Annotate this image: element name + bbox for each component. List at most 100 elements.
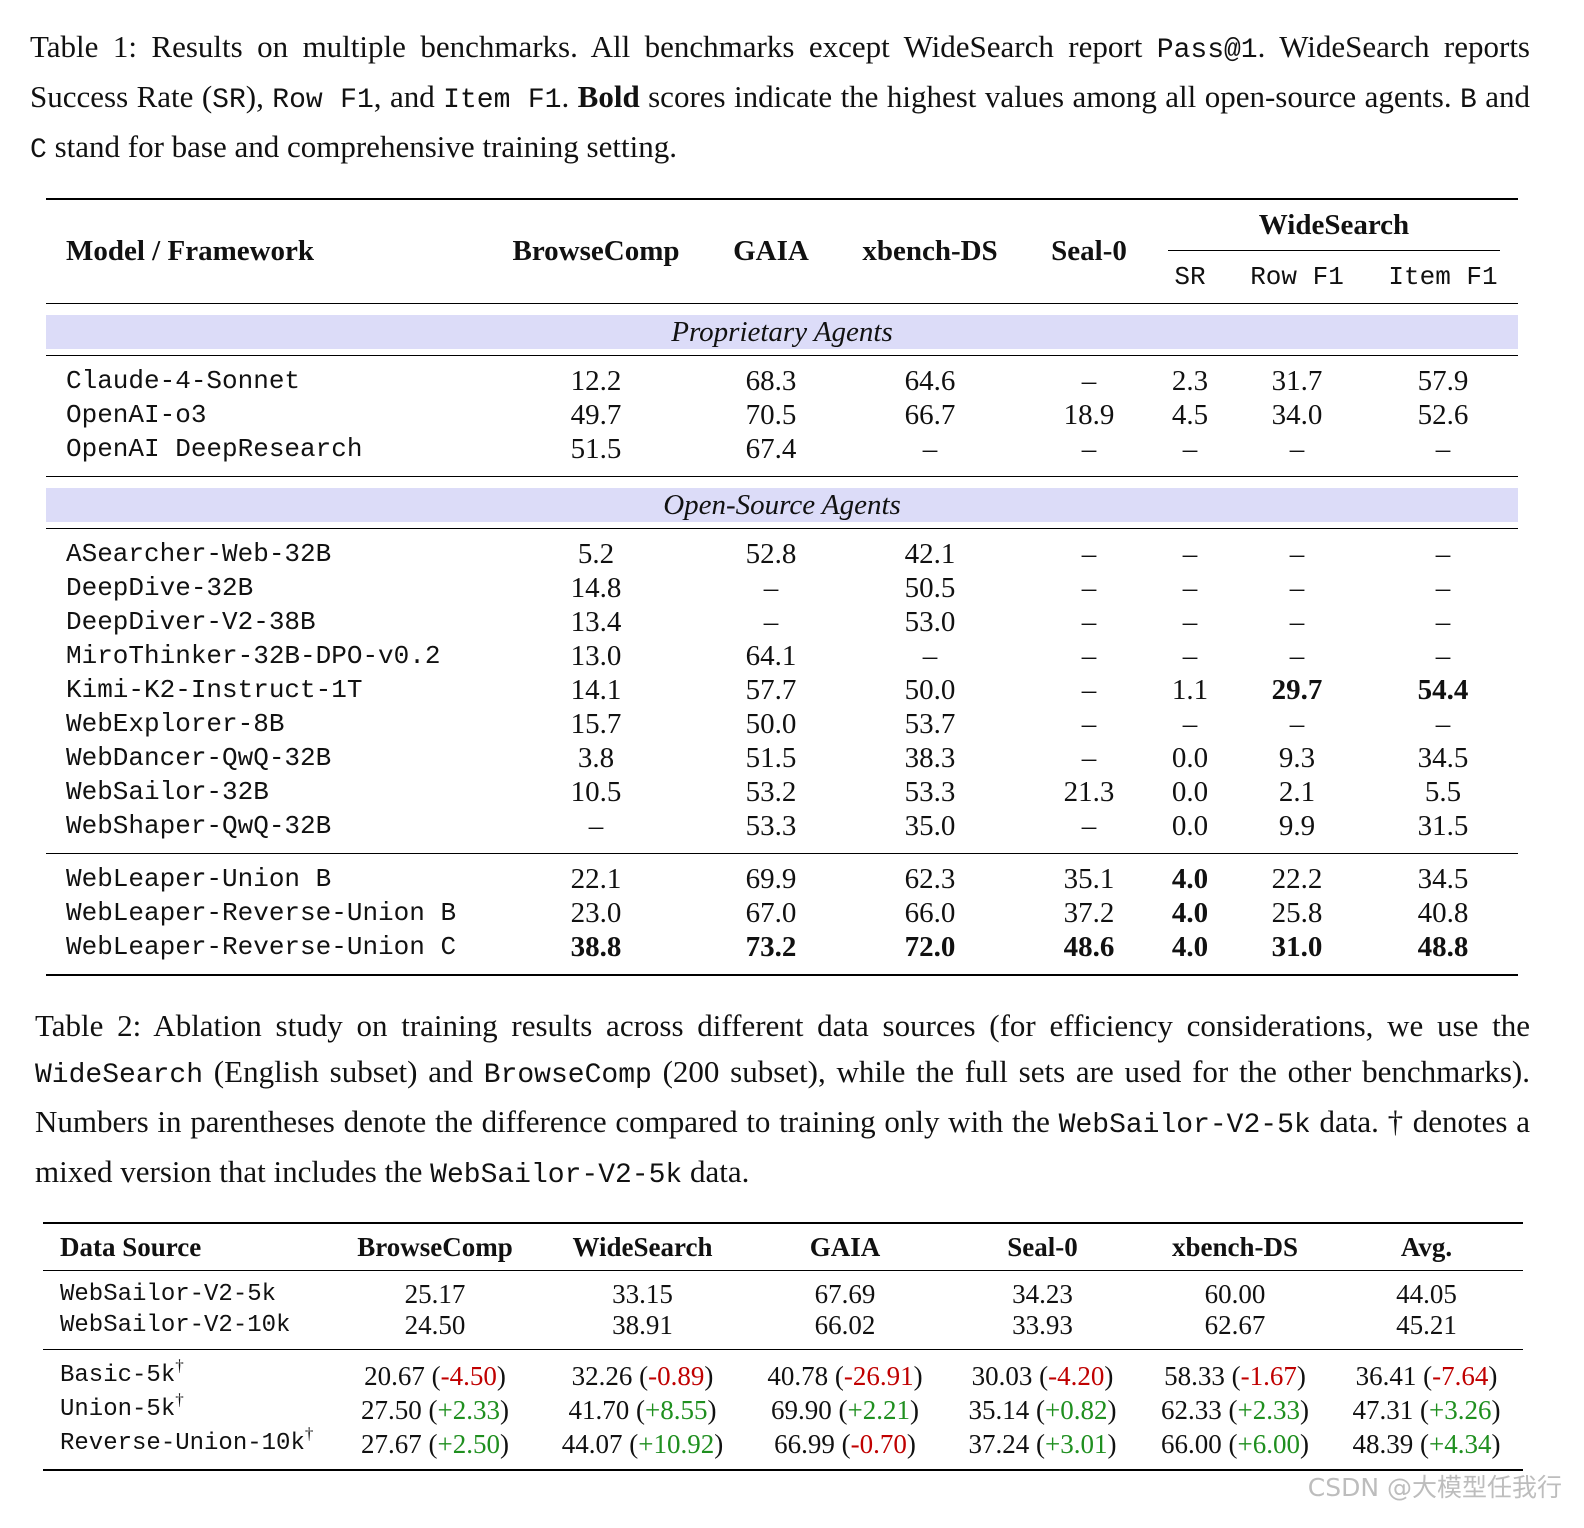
value: 37.24 xyxy=(968,1429,1030,1459)
column-header: Seal-0 xyxy=(1024,198,1154,304)
cell: 3.8 xyxy=(577,742,615,774)
model-name: WebLeaper-Reverse-Union B xyxy=(66,898,457,928)
table-row: OpenAI DeepResearch 51.5 67.4 – – – – – xyxy=(46,432,1518,477)
cell: 23.0 xyxy=(570,897,622,929)
caption-text: data. xyxy=(682,1154,750,1189)
value: 48.39 xyxy=(1352,1429,1414,1459)
table-row: WebLeaper-Reverse-Union B 23.0 67.0 66.0 37.… xyxy=(46,896,1518,930)
cell: 0.0 xyxy=(1171,742,1209,774)
model-name: WebDancer-QwQ-32B xyxy=(66,743,332,773)
cell: 2.3 xyxy=(1154,355,1226,398)
header-row: Data Source BrowseComp WideSearch GAIA Seal-… xyxy=(43,1222,1523,1271)
paren: ) xyxy=(714,1429,724,1459)
cell: 35.0 xyxy=(904,810,956,842)
delta: -4.20 xyxy=(1048,1361,1105,1391)
table-row: DeepDiver-V2-38B 13.4 – 53.0 – – – – xyxy=(46,605,1518,639)
cell: – xyxy=(1182,606,1198,638)
cell: 42.1 xyxy=(836,528,1024,571)
column-header: GAIA xyxy=(745,1222,945,1271)
cell: 25.17 xyxy=(330,1270,540,1310)
value: 41.70 xyxy=(568,1395,630,1425)
caption-text: (200 subset), while the full sets are us… xyxy=(35,1054,1530,1139)
cell: 38.8 xyxy=(486,930,706,976)
table-row: WebLeaper-Reverse-Union C 38.8 73.2 72.0 48.… xyxy=(46,930,1518,976)
delta: +6.00 xyxy=(1237,1429,1300,1459)
cell: 31.7 xyxy=(1226,355,1368,398)
cell: 12.2 xyxy=(486,355,706,398)
cell: 13.4 xyxy=(570,606,622,638)
cell: – xyxy=(1182,640,1198,672)
cell: 41.70 (+8.55) xyxy=(540,1393,745,1427)
source-name: Reverse-Union-10k xyxy=(60,1430,305,1457)
model-name: MiroThinker-32B-DPO-v0.2 xyxy=(66,641,441,671)
column-header: SR xyxy=(1174,262,1206,292)
caption-code: Pass@1 xyxy=(1156,35,1258,66)
table-row: WebDancer-QwQ-32B 3.8 51.5 38.3 – 0.0 9.3 34.5 xyxy=(46,741,1518,775)
value: 27.67 xyxy=(361,1429,422,1459)
cell: 51.5 xyxy=(745,742,797,774)
value: 69.90 xyxy=(771,1395,832,1425)
cell: – xyxy=(1289,572,1305,604)
model-name: WebLeaper-Reverse-Union C xyxy=(46,930,486,976)
cell: 54.4 xyxy=(1417,674,1469,706)
model-name: OpenAI-o3 xyxy=(66,400,207,430)
column-header: Data Source xyxy=(43,1222,330,1271)
cell: 66.02 xyxy=(745,1310,945,1350)
cell: – xyxy=(1182,708,1198,740)
cell: 64.1 xyxy=(745,640,797,672)
column-header: Row F1 xyxy=(1250,262,1344,292)
cell: – xyxy=(922,433,938,465)
value: 36.41 xyxy=(1355,1361,1417,1391)
paren: ) xyxy=(1296,1361,1306,1391)
section-title: Open-Source Agents xyxy=(46,488,1518,522)
table-row: Union-5k† 27.50 (+2.33) 41.70 (+8.55) 69.90… xyxy=(43,1391,1523,1427)
delta: +4.34 xyxy=(1429,1429,1492,1459)
group-label: WideSearch xyxy=(1168,200,1500,251)
cell: 14.1 xyxy=(570,674,622,706)
cell: 40.78 (-26.91) xyxy=(745,1349,945,1393)
value: 44.07 xyxy=(561,1429,623,1459)
paren: ) xyxy=(704,1361,714,1391)
table-row: Claude-4-Sonnet 12.2 68.3 64.6–2.3 31.7 57.9 xyxy=(46,355,1518,398)
cell: 66.0 xyxy=(904,897,956,929)
cell: – xyxy=(1435,572,1451,604)
delta: +2.33 xyxy=(1237,1395,1300,1425)
column-header: BrowseComp xyxy=(330,1222,540,1271)
cell: 48.6 xyxy=(1024,930,1154,976)
table-row: Basic-5k† 20.67 (-4.50) 32.26 (-0.89) 40.78… xyxy=(43,1349,1523,1393)
cell: 70.5 xyxy=(745,399,797,431)
watermark: CSDN @大模型任我行 xyxy=(1307,1473,1562,1502)
cell: 37.2 xyxy=(1063,897,1115,929)
table-row: Kimi-K2-Instruct-1T 14.1 57.7 50.0 – 1.1 29.7 5… xyxy=(46,673,1518,707)
paren: ( xyxy=(431,1361,441,1391)
value: 66.02 xyxy=(814,1310,876,1340)
table-row: OpenAI-o3 49.7 70.5 66.7 18.9 4.5 34.0 52.6 xyxy=(46,398,1518,432)
caption-code: SR xyxy=(212,85,246,116)
cell: 38.3 xyxy=(904,742,956,774)
cell: – xyxy=(1368,528,1518,571)
caption-text: scores indicate the highest values among… xyxy=(639,79,1460,114)
delta: -7.64 xyxy=(1432,1361,1489,1391)
section-title: Proprietary Agents xyxy=(46,315,1518,349)
cell: – xyxy=(1435,640,1451,672)
delta: +10.92 xyxy=(638,1429,715,1459)
delta: +3.01 xyxy=(1045,1429,1108,1459)
model-name: WebSailor-32B xyxy=(66,777,269,807)
cell: 53.2 xyxy=(745,776,797,808)
cell: 31.5 xyxy=(1417,810,1469,842)
cell: 31.0 xyxy=(1226,930,1368,976)
paren: ) xyxy=(499,1429,509,1459)
dagger: † xyxy=(304,1424,314,1443)
section-row: Proprietary Agents xyxy=(46,303,1518,356)
paren: ( xyxy=(1420,1429,1429,1459)
paren: ) xyxy=(909,1395,919,1425)
cell: 9.9 xyxy=(1278,810,1316,842)
paren: ( xyxy=(1231,1361,1241,1391)
caption-text: , and xyxy=(373,79,444,114)
paren: ) xyxy=(1104,1361,1114,1391)
cell: 34.5 xyxy=(1417,742,1469,774)
model-name: Claude-4-Sonnet xyxy=(46,355,486,398)
cell: 53.3 xyxy=(745,810,797,842)
cell: 44.07 (+10.92) xyxy=(540,1427,745,1471)
